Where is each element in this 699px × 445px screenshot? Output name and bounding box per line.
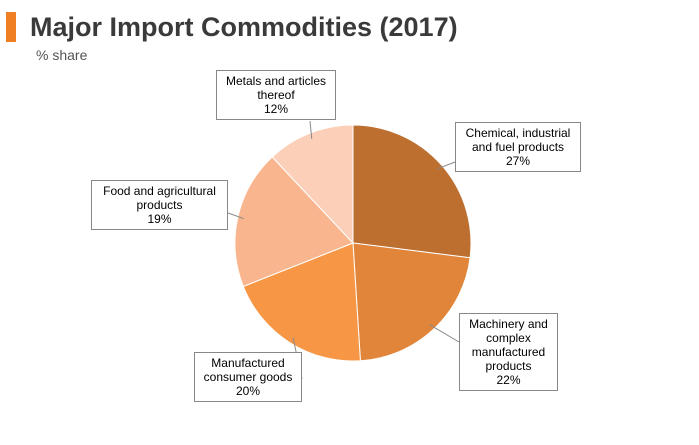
slice-label-text: consumer goods [203,370,293,384]
slice-label-chemical: Chemical, industrial and fuel products 2… [455,122,581,172]
slice-value-label: 27% [505,154,531,168]
slice-label-text: Food and agricultural [103,184,216,198]
slice-label-machinery: Machinery and complex manufactured produ… [459,313,558,391]
pie-slice-chemical [352,124,472,259]
slice-value-label: 19% [147,212,172,226]
slice-label-text: Machinery and [469,317,548,331]
chart-title: Major Import Commodities (2017) [30,12,458,42]
leader-line-food [227,212,244,220]
slice-value-label: 20% [235,384,261,398]
title-accent-bar [6,12,16,42]
slice-label-food: Food and agricultural products 19% [91,180,228,230]
leader-line-metals [309,120,313,139]
slice-label-text: products [485,359,532,373]
slice-label-text: Metals and articles [225,74,327,88]
slice-value-label: 22% [496,373,521,387]
pie-slice-consumer-goods [242,242,361,362]
slice-value-label: 12% [263,102,289,116]
slice-label-text: thereof [257,88,295,102]
slice-label-text: Manufactured [211,356,285,370]
pie-slice-metals [271,124,354,245]
slice-label-text: products [136,198,183,212]
leader-line-chemical [436,161,456,170]
pie-slice-food [234,156,354,288]
slice-label-consumer-goods: Manufactured consumer goods 20% [194,352,302,402]
leader-line-machinery [429,324,460,343]
slice-label-text: complex [486,331,531,345]
slice-label-text: Chemical, industrial [465,126,571,140]
slice-label-text: manufactured [471,345,546,359]
pie-slices [234,124,472,362]
chart-subtitle: % share [36,47,88,63]
slice-label-metals: Metals and articles thereof 12% [216,70,336,120]
pie-slice-machinery [352,242,471,362]
slice-label-text: and fuel products [471,140,565,154]
